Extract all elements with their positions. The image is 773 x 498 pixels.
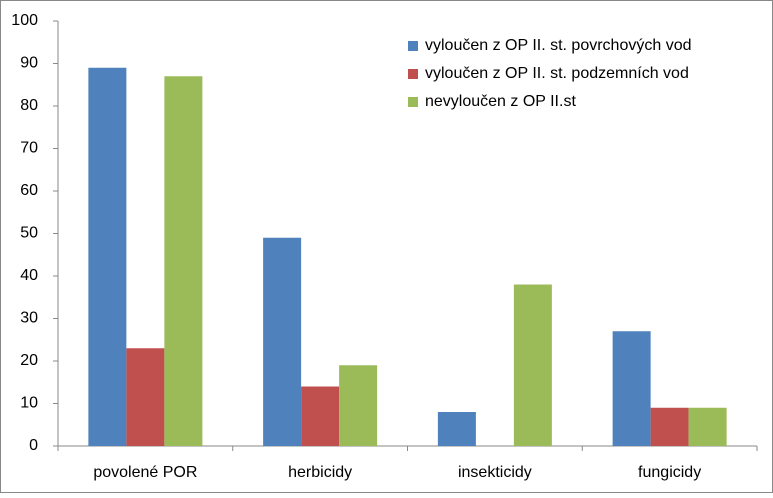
bar — [513, 284, 552, 446]
y-tick-label: 0 — [29, 437, 38, 454]
y-tick-label: 60 — [20, 182, 38, 199]
bar — [164, 76, 203, 446]
y-tick-label: 10 — [20, 395, 38, 412]
y-tick-label: 100 — [11, 12, 38, 29]
y-tick-label: 20 — [20, 352, 38, 369]
bar — [688, 407, 727, 446]
y-tick-label: 90 — [20, 55, 38, 72]
bar — [650, 407, 689, 446]
x-tick-label: fungicidy — [638, 464, 701, 481]
legend-swatch — [408, 69, 418, 79]
bar — [126, 348, 165, 446]
legend-swatch — [408, 41, 418, 51]
y-tick-label: 50 — [20, 225, 38, 242]
legend-label: nevyloučen z OP II.st — [425, 93, 576, 110]
bar — [88, 67, 127, 446]
bar — [612, 331, 651, 446]
x-tick-label: herbicidy — [288, 464, 352, 481]
bar — [301, 386, 340, 446]
legend-label: vyloučen z OP II. st. povrchových vod — [425, 37, 692, 54]
y-tick-label: 40 — [20, 267, 38, 284]
x-tick-label: insekticidy — [458, 464, 532, 481]
y-tick-label: 80 — [20, 97, 38, 114]
legend-label: vyloučen z OP II. st. podzemních vod — [425, 65, 689, 82]
bar — [263, 237, 302, 446]
bar — [339, 365, 378, 446]
y-tick-label: 30 — [20, 310, 38, 327]
x-tick-label: povolené POR — [93, 464, 197, 481]
bar — [437, 412, 476, 446]
y-tick-label: 70 — [20, 140, 38, 157]
legend-swatch — [408, 97, 418, 107]
